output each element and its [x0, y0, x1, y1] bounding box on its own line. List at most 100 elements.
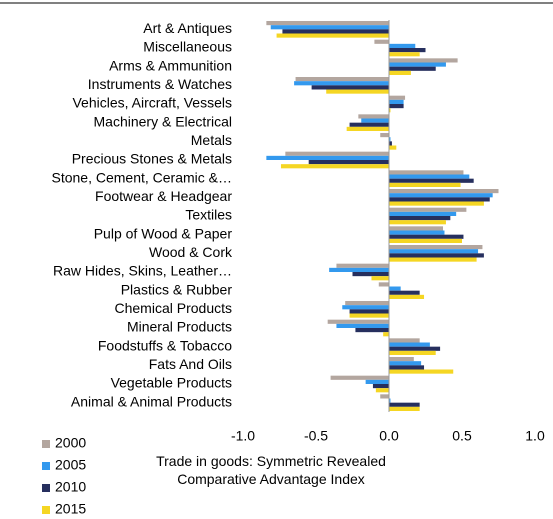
bar — [389, 70, 411, 75]
bar — [389, 137, 391, 142]
bar — [389, 406, 420, 411]
bar — [380, 133, 389, 138]
bar — [389, 234, 464, 239]
bar — [389, 216, 451, 221]
bar — [346, 126, 389, 131]
bar — [389, 338, 420, 343]
bar — [389, 369, 454, 374]
legend-swatch — [42, 506, 50, 514]
bar — [329, 267, 389, 272]
bar — [389, 104, 404, 109]
legend-label: 2000 — [55, 435, 86, 451]
bar — [389, 286, 401, 291]
bar — [372, 384, 389, 389]
y-tick-label: Arms & Ammunition — [109, 57, 232, 73]
y-tick-label: Miscellaneous — [143, 39, 232, 55]
bar — [389, 211, 457, 216]
y-tick-label: Metals — [191, 132, 232, 148]
bar — [365, 379, 389, 384]
bar — [389, 145, 397, 150]
bar — [389, 238, 462, 243]
bar — [326, 89, 389, 94]
bar — [389, 402, 420, 407]
bar — [389, 290, 420, 295]
y-tick-label: Wood & Cork — [149, 244, 233, 260]
bar — [358, 114, 389, 119]
y-tick-label: Machinery & Electrical — [94, 113, 233, 129]
bar — [389, 99, 404, 104]
bar — [295, 77, 389, 82]
y-tick-label: Vehicles, Aircraft, Vessels — [72, 95, 232, 111]
x-axis-title: Trade in goods: Symmetric Revealed Compa… — [156, 453, 386, 487]
x-tick-label: -1.0 — [231, 428, 255, 444]
x-tick-label: 1.0 — [525, 428, 545, 444]
bar — [389, 66, 436, 71]
bar — [389, 398, 391, 403]
y-tick-label: Foodstuffs & Tobacco — [98, 337, 232, 353]
bar — [280, 164, 389, 169]
legend-label: 2015 — [55, 501, 86, 517]
bar — [389, 182, 461, 187]
bar — [349, 313, 389, 318]
bar — [389, 58, 458, 63]
bar — [389, 253, 484, 258]
bar — [389, 257, 477, 262]
y-tick-label: Chemical Products — [115, 300, 233, 316]
x-tick-label: -0.5 — [304, 428, 328, 444]
y-tick-label: Pulp of Wood & Paper — [94, 225, 233, 241]
bar — [352, 272, 389, 277]
bar — [389, 178, 474, 183]
bar — [389, 62, 446, 67]
y-tick-label: Footwear & Headgear — [95, 188, 232, 204]
bar — [285, 151, 389, 156]
bar — [374, 39, 389, 44]
bar — [389, 43, 416, 48]
bar — [327, 319, 389, 324]
bar — [389, 201, 484, 206]
bar — [389, 361, 422, 366]
bar — [389, 207, 467, 212]
bar — [389, 245, 483, 250]
bar — [389, 170, 464, 175]
bar — [389, 294, 425, 299]
bar — [383, 332, 389, 337]
bar — [389, 230, 445, 235]
bar — [282, 29, 389, 34]
bar — [349, 309, 389, 314]
bar — [389, 342, 430, 347]
bar — [389, 108, 391, 113]
bar — [270, 25, 389, 30]
bar — [389, 220, 446, 225]
y-tick-label: Stone, Cement, Ceramic &… — [51, 169, 232, 185]
bar — [345, 301, 389, 306]
bar — [389, 52, 420, 57]
y-tick-label: Art & Antiques — [143, 20, 232, 36]
x-tick-label: 0.0 — [379, 428, 399, 444]
legend-swatch — [42, 484, 50, 492]
bar — [342, 305, 389, 310]
bar — [389, 95, 406, 100]
bar — [349, 122, 389, 127]
legend-label: 2010 — [55, 479, 86, 495]
bar — [389, 226, 444, 231]
bar — [375, 388, 389, 393]
x-tick-label: 0.5 — [452, 428, 472, 444]
bar — [294, 81, 389, 86]
bar — [389, 197, 490, 202]
legend-swatch — [42, 440, 50, 448]
bar — [308, 160, 389, 165]
y-tick-label: Vegetable Products — [111, 375, 232, 391]
bar — [389, 141, 392, 146]
legend-label: 2005 — [55, 457, 86, 473]
bar — [355, 328, 389, 333]
bar — [389, 249, 479, 254]
bar — [330, 375, 389, 380]
y-tick-label: Instruments & Watches — [88, 76, 232, 92]
y-tick-label: Plastics & Rubber — [121, 281, 233, 297]
legend-swatch — [42, 462, 50, 470]
bar — [336, 323, 389, 328]
bar — [389, 48, 426, 53]
bar — [380, 394, 389, 399]
y-tick-label: Textiles — [185, 207, 232, 223]
